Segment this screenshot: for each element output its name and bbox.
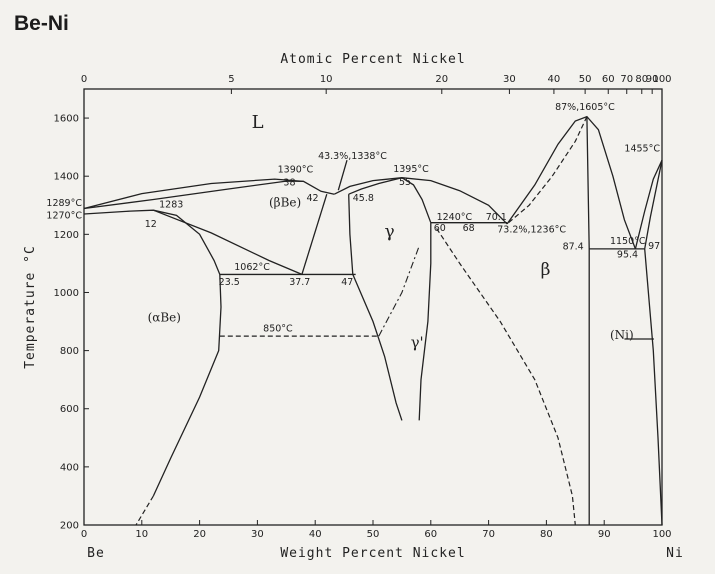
- temperature-annotation: 1062°C: [234, 262, 270, 273]
- y-tick-label: 800: [60, 346, 79, 357]
- temperature-annotation: 43.3%,1338°C: [318, 151, 387, 162]
- solidus-gamma-right: [401, 177, 432, 223]
- diagram-title: Be-Ni: [14, 12, 69, 35]
- phase-label: γ': [411, 334, 424, 352]
- phase-label: (αBe): [148, 311, 181, 325]
- temperature-annotation: 1390°C: [278, 165, 314, 176]
- beta-ni-side: [586, 116, 590, 525]
- temperature-annotation: 12: [145, 219, 157, 230]
- top-tick-label: 40: [548, 74, 561, 85]
- liquidus-gamma: [334, 177, 508, 225]
- x-tick-label: 70: [482, 529, 495, 540]
- temperature-annotation: 42: [307, 193, 319, 204]
- bbe-eutectoid-left: [153, 209, 303, 275]
- temperature-annotation: 1283: [159, 200, 183, 211]
- gamma-right: [418, 222, 432, 421]
- temperature-annotation: 87%,1605°C: [555, 102, 615, 113]
- temperature-annotation: 60: [434, 223, 446, 234]
- top-tick-label: 100: [652, 74, 671, 85]
- y-tick-label: 200: [60, 521, 79, 532]
- x-tick-label: 40: [309, 529, 322, 540]
- x-tick-label: 10: [135, 529, 148, 540]
- top-tick-label: 90: [646, 74, 659, 85]
- temperature-annotation: 1240°C: [437, 212, 473, 223]
- solidus-bbe: [83, 180, 304, 210]
- top-tick-label: 70: [620, 74, 633, 85]
- temperature-annotation: 1289°C: [46, 198, 82, 209]
- temperature-annotation: 73.2%,1236°C: [497, 225, 566, 236]
- solvus-abe-extension: [135, 495, 154, 526]
- element-label-ni: Ni: [666, 546, 684, 561]
- temperature-annotation: 23.5: [219, 277, 240, 288]
- y-tick-label: 1200: [54, 230, 79, 241]
- x-tick-label: 20: [193, 529, 206, 540]
- phase-boundaries: [83, 115, 663, 526]
- top-axis-title: Atomic Percent Nickel: [280, 52, 465, 67]
- phase-label: (βBe): [269, 196, 301, 210]
- top-tick-label: 10: [320, 74, 333, 85]
- solvus-abe: [83, 209, 222, 497]
- temperature-annotation: 850°C: [263, 323, 293, 334]
- temperature-annotation: 1150°C: [610, 236, 646, 247]
- x-tick-label: 90: [598, 529, 611, 540]
- temperature-annotation: 87.4: [563, 241, 584, 252]
- temperature-annotation: 1455°C: [624, 143, 660, 154]
- phase-label: L: [252, 112, 264, 133]
- arrow-43-3: [337, 160, 348, 191]
- y-tick-label: 1000: [54, 288, 79, 299]
- top-tick-label: 0: [81, 74, 87, 85]
- top-tick-label: 50: [579, 74, 592, 85]
- top-tick-label: 60: [602, 74, 615, 85]
- x-tick-label: 60: [424, 529, 437, 540]
- gamma-prime-boundary: [378, 245, 420, 337]
- temperature-annotation: 55: [399, 177, 411, 188]
- y-tick-label: 1400: [54, 172, 79, 183]
- x-tick-label: 100: [652, 529, 671, 540]
- x-tick-label: 0: [81, 529, 87, 540]
- liquidus-ni: [634, 159, 663, 250]
- phase-label: (Ni): [610, 328, 634, 342]
- temperature-annotation: 38: [283, 178, 295, 189]
- bbe-eutectoid-right: [301, 194, 328, 275]
- phase-label: β: [541, 260, 551, 280]
- axis-ticks: 0 10 20 30 40 50 60 70 80 90 100200400600800100012…: [54, 74, 672, 540]
- x-tick-label: 80: [540, 529, 553, 540]
- solvus-ni: [644, 248, 663, 526]
- x-tick-label: 30: [251, 529, 264, 540]
- liquidus-bbe: [83, 178, 335, 210]
- beta-upper-dashed: [506, 116, 588, 225]
- element-label-be: Be: [87, 546, 105, 561]
- beta-left-dashed: [436, 228, 576, 526]
- x-tick-label: 50: [367, 529, 380, 540]
- temperature-annotation: 95.4: [617, 250, 638, 261]
- x-axis-title: Weight Percent Nickel: [280, 546, 465, 561]
- top-tick-label: 30: [503, 74, 516, 85]
- y-tick-label: 600: [60, 404, 79, 415]
- y-tick-label: 1600: [54, 114, 79, 125]
- y-tick-label: 400: [60, 462, 79, 473]
- phase-label: γ: [385, 222, 395, 242]
- top-tick-label: 20: [435, 74, 448, 85]
- top-tick-label: 5: [228, 74, 234, 85]
- temperature-annotation: 45.8: [353, 193, 374, 204]
- temperature-annotation: 68: [463, 223, 475, 234]
- temperature-annotation: 97: [648, 241, 660, 252]
- gamma-prime-left: [352, 274, 403, 421]
- temperature-annotation: 1395°C: [393, 164, 429, 175]
- temperature-annotation: 37.7: [289, 277, 310, 288]
- temperature-annotation: 70.1: [486, 212, 507, 223]
- temperature-annotation: 1270°C: [46, 210, 82, 221]
- temperature-annotation: 47: [341, 277, 353, 288]
- y-axis-title: Temperature °C: [23, 245, 38, 369]
- top-tick-label: 80: [635, 74, 648, 85]
- solidus-gamma-left: [348, 177, 403, 195]
- solidus-ni: [644, 160, 663, 250]
- gamma-left-vertical: [348, 194, 354, 275]
